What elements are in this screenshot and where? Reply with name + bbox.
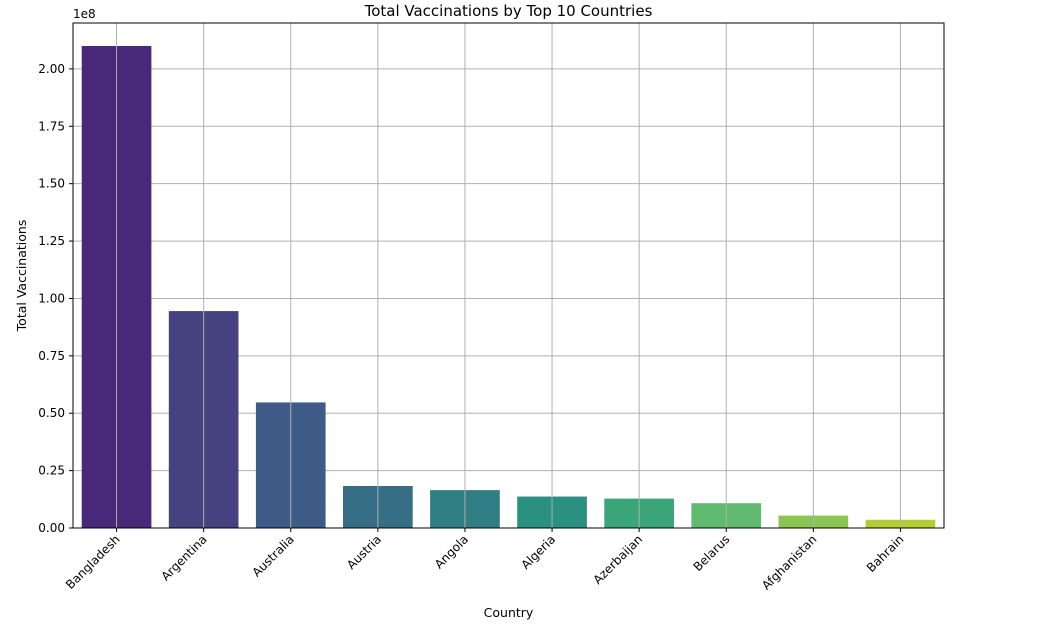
x-tick-label: Angola bbox=[432, 532, 471, 571]
x-tick-label: Afghanistan bbox=[759, 532, 819, 592]
x-axis-ticks: Bangladesh Argentina Australia Austria Angol… bbox=[63, 528, 907, 593]
x-tick-label: Belarus bbox=[691, 532, 733, 574]
x-tick-label: Algeria bbox=[518, 532, 558, 572]
y-tick-label: 0.25 bbox=[38, 464, 65, 478]
y-tick-label: 1.50 bbox=[38, 177, 65, 191]
y-tick-label: 0.75 bbox=[38, 349, 65, 363]
plot-frame bbox=[72, 22, 945, 529]
x-tick-label: Bahrain bbox=[864, 532, 907, 575]
x-tick-label: Argentina bbox=[158, 532, 209, 583]
chart-title: Total Vaccinations by Top 10 Countries bbox=[364, 2, 653, 20]
y-axis-label: Total Vaccinations bbox=[14, 220, 29, 333]
y-tick-label: 0.50 bbox=[38, 406, 65, 420]
x-axis-label: Country bbox=[484, 605, 534, 620]
y-tick-label: 2.00 bbox=[38, 62, 65, 76]
y-tick-label: 1.25 bbox=[38, 234, 65, 248]
y-tick-label: 1.75 bbox=[38, 119, 65, 133]
y-axis-scale-label: 1e8 bbox=[73, 7, 96, 21]
x-tick-label: Azerbaijan bbox=[591, 532, 646, 587]
y-tick-label: 1.00 bbox=[38, 291, 65, 305]
bars bbox=[81, 45, 936, 529]
x-tick-label: Australia bbox=[249, 532, 296, 579]
vertical-grid-lines bbox=[116, 23, 901, 528]
x-tick-label: Austria bbox=[344, 532, 384, 572]
x-tick-label: Bangladesh bbox=[63, 532, 123, 592]
y-axis-ticks: 0.00 0.25 0.50 0.75 1.00 1.25 1.50 1.75 2.00 bbox=[38, 62, 73, 535]
y-tick-label: 0.00 bbox=[38, 521, 65, 535]
